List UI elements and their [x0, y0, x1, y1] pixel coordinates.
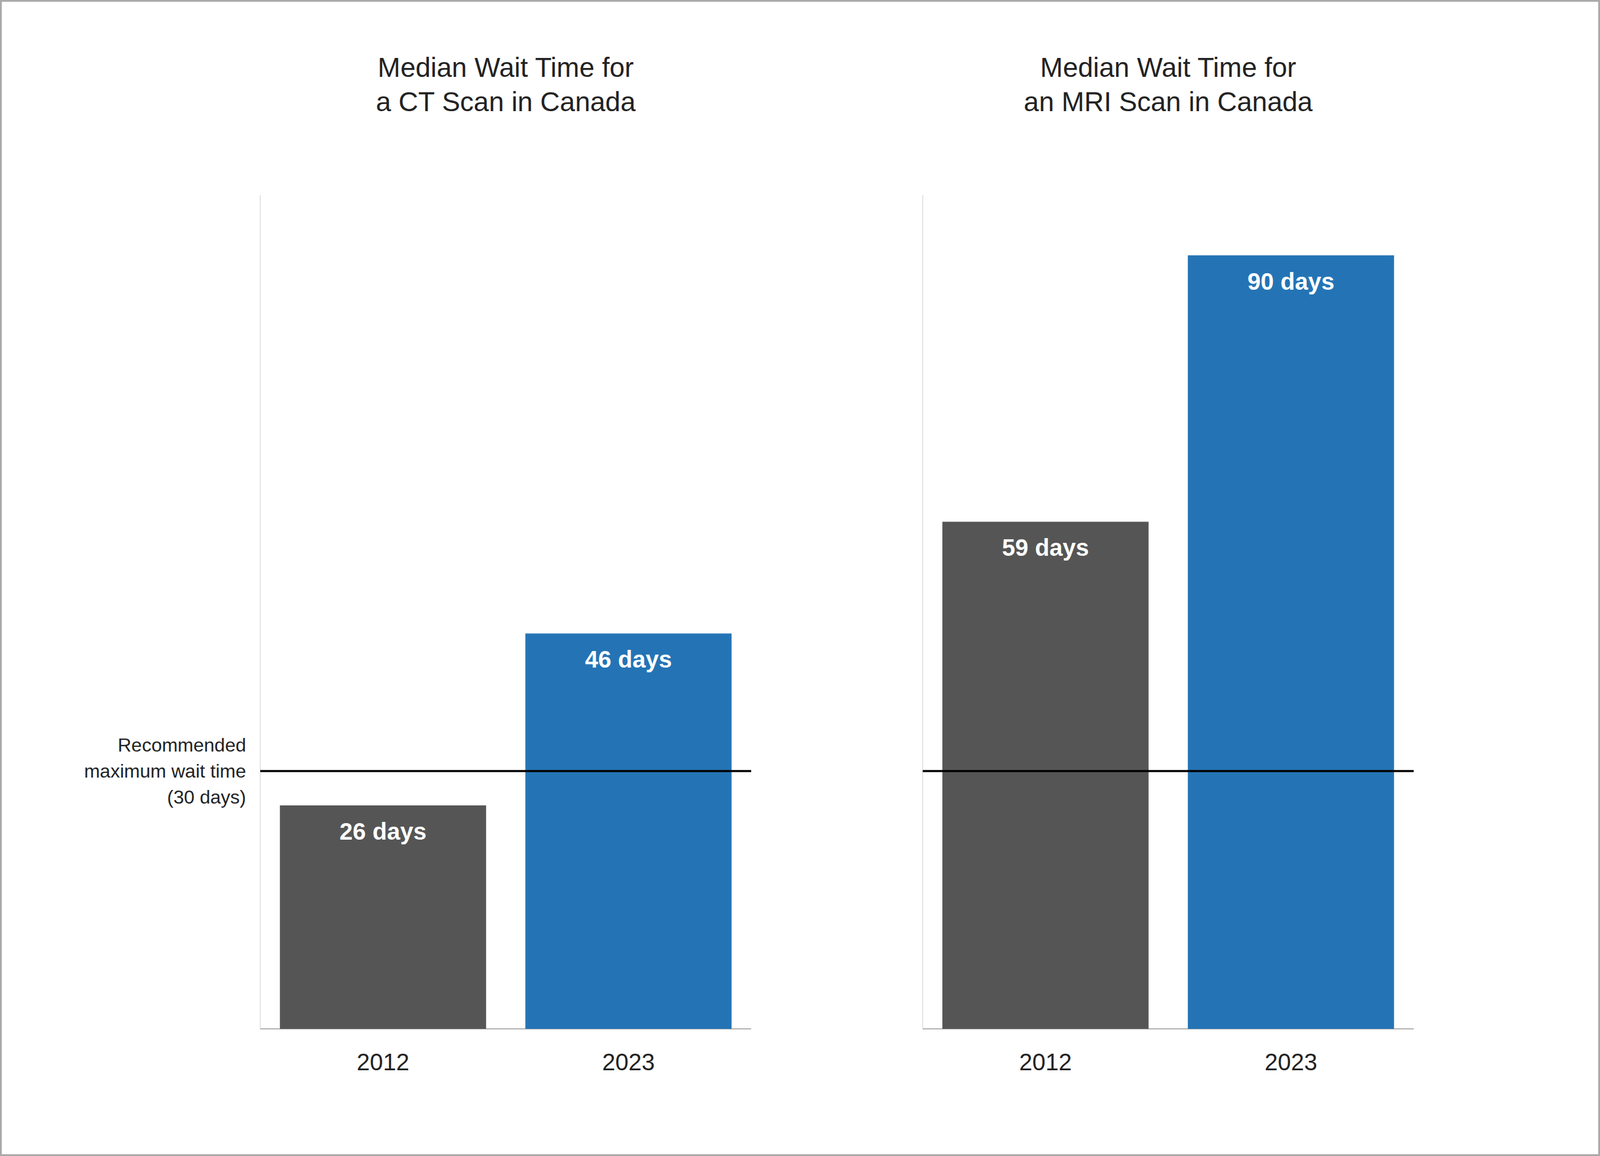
data-label: 59 days [1001, 534, 1089, 561]
data-label: 90 days [1247, 268, 1335, 295]
chart-root: Median Wait Time fora CT Scan in Canada R… [0, 0, 1600, 1156]
y-axis-line [922, 195, 924, 1030]
bar [279, 805, 487, 1030]
reference-label: Recommendedmaximum wait time(30 days) [83, 734, 247, 808]
bar [1187, 255, 1395, 1030]
reference-line [922, 770, 1414, 773]
chart-title: Median Wait Time foran MRI Scan in Canad… [1023, 52, 1314, 118]
chart-title: Median Wait Time fora CT Scan in Canada [376, 52, 636, 118]
x-tick-label: 2023 [1264, 1049, 1318, 1076]
y-axis-line [259, 195, 261, 1030]
x-tick-label: 2012 [1019, 1049, 1072, 1076]
panel: Median Wait Time fora CT Scan in Canada R… [83, 52, 752, 1076]
bar [942, 521, 1149, 1030]
bars [260, 633, 752, 1030]
reference-line [260, 770, 752, 773]
data-label: 46 days [584, 646, 672, 673]
bars [922, 255, 1414, 1030]
bar [525, 633, 732, 1030]
x-tick-label: 2023 [602, 1049, 655, 1076]
x-tick-label: 2012 [356, 1049, 410, 1076]
panel: Median Wait Time foran MRI Scan in Canad… [922, 52, 1414, 1076]
data-label: 26 days [339, 818, 427, 845]
figure-border [1, 1, 1600, 1156]
chart-svg: Median Wait Time fora CT Scan in Canada R… [0, 0, 1600, 1156]
